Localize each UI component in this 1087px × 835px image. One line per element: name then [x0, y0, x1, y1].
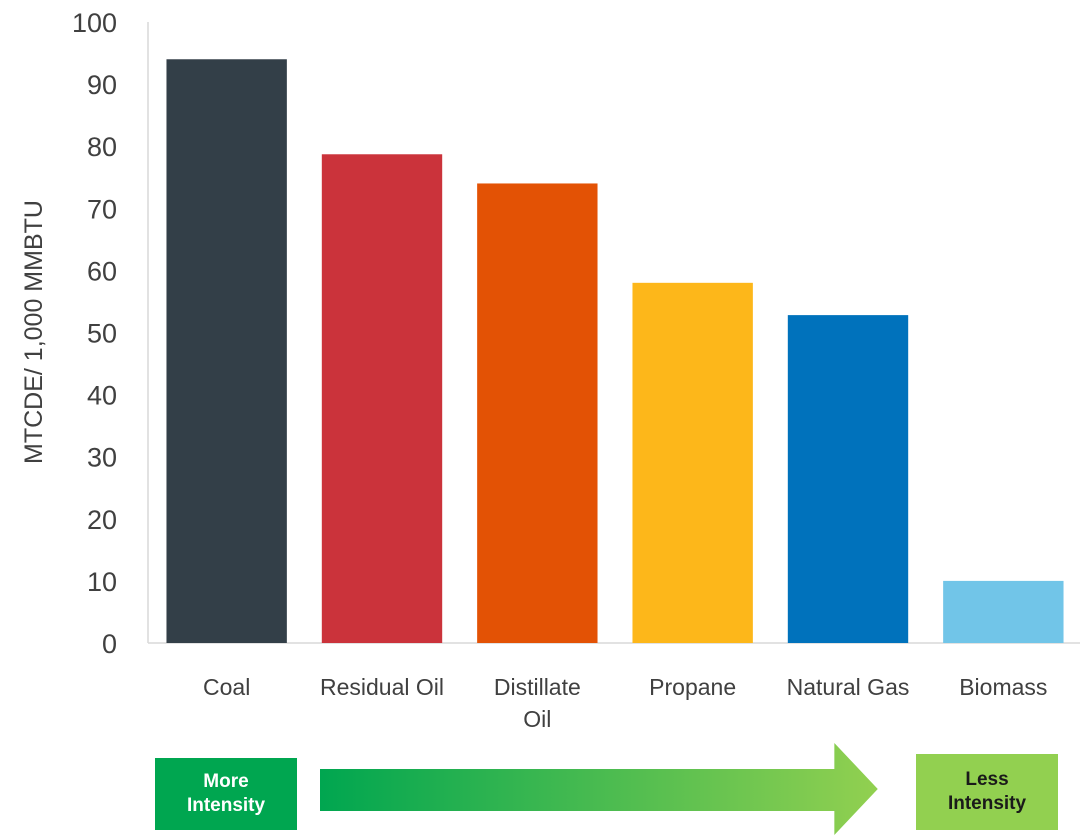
y-tick-label: 50 — [87, 319, 117, 349]
y-axis-ticks: 0 10 20 30 40 50 60 70 80 90 100 — [72, 8, 117, 659]
more-intensity-box: More Intensity — [155, 758, 297, 830]
y-axis-label: MTCDE/ 1,000 MMBTU — [20, 200, 48, 464]
bar-chart: 0 10 20 30 40 50 60 70 80 90 100 Coal Residual Oil D… — [20, 8, 1080, 732]
intensity-gradient-arrow — [320, 743, 878, 835]
bars — [166, 59, 1064, 643]
y-tick-label: 60 — [87, 256, 117, 286]
x-category-label: Oil — [523, 706, 551, 732]
x-category-label: Biomass — [959, 674, 1047, 700]
y-tick-label: 10 — [87, 567, 117, 597]
y-tick-label: 20 — [87, 505, 117, 535]
bar-coal — [166, 59, 287, 643]
bar-distillate-oil — [477, 183, 598, 643]
more-intensity-label-line2: Intensity — [186, 795, 266, 816]
x-category-label: Residual Oil — [320, 674, 444, 700]
less-intensity-label-line1: Less — [965, 769, 1009, 790]
less-intensity-label-line2: Intensity — [947, 793, 1027, 814]
y-tick-label: 40 — [87, 381, 117, 411]
x-axis-categories: Coal Residual Oil Distillate Oil Propane Natu… — [203, 674, 1047, 732]
y-tick-label: 90 — [87, 70, 117, 100]
more-intensity-label-line1: More — [203, 771, 249, 792]
bar-natural-gas — [787, 315, 909, 643]
y-tick-label: 100 — [72, 8, 117, 38]
bar-biomass — [943, 580, 1064, 643]
y-tick-label: 30 — [87, 443, 117, 473]
x-category-label: Natural Gas — [787, 674, 910, 700]
less-intensity-box: Less Intensity — [916, 754, 1058, 830]
bar-residual-oil — [321, 154, 443, 643]
y-tick-label: 80 — [87, 132, 117, 162]
x-category-label: Coal — [203, 674, 250, 700]
arrow-shape — [320, 743, 878, 835]
x-category-label: Propane — [649, 674, 736, 700]
y-tick-label: 0 — [102, 629, 117, 659]
y-tick-label: 70 — [87, 194, 117, 224]
bar-propane — [632, 282, 753, 643]
x-category-label: Distillate — [494, 674, 581, 700]
